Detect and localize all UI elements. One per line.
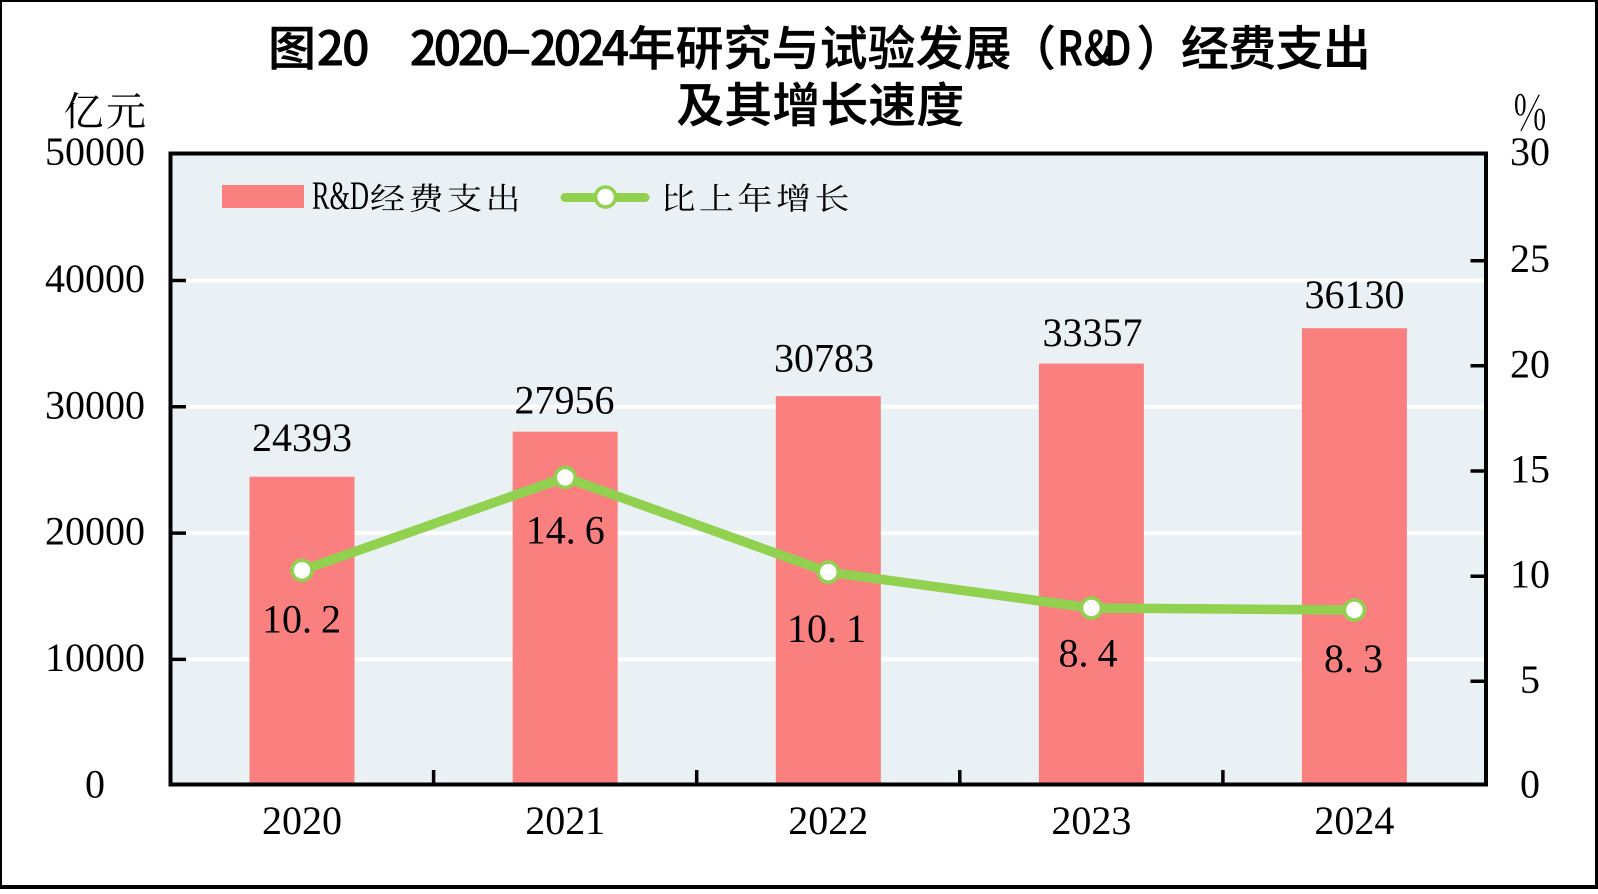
svg-text:8.: 8. — [1324, 636, 1354, 681]
svg-text:R&D: R&D — [312, 173, 369, 218]
svg-text:15: 15 — [1510, 447, 1550, 492]
svg-text:6: 6 — [585, 508, 605, 553]
svg-text:2021: 2021 — [525, 798, 605, 843]
svg-text:8.: 8. — [1059, 631, 1089, 676]
svg-text:24393: 24393 — [252, 415, 352, 460]
svg-text:2020: 2020 — [262, 798, 342, 843]
svg-text:36130: 36130 — [1305, 272, 1405, 317]
svg-text:4: 4 — [1098, 631, 1118, 676]
svg-text:1: 1 — [846, 606, 866, 651]
svg-text:30783: 30783 — [774, 336, 874, 381]
svg-text:10.: 10. — [262, 597, 312, 642]
svg-text:5: 5 — [1520, 657, 1540, 702]
svg-text:2023: 2023 — [1051, 798, 1131, 843]
svg-text:30000: 30000 — [45, 382, 145, 427]
svg-text:33357: 33357 — [1043, 310, 1143, 355]
svg-text:27956: 27956 — [515, 378, 615, 423]
svg-text:0: 0 — [1520, 762, 1540, 807]
svg-text:0: 0 — [85, 762, 105, 807]
svg-text:25: 25 — [1510, 236, 1550, 281]
svg-text:2024: 2024 — [1314, 798, 1394, 843]
svg-text:10000: 10000 — [45, 635, 145, 680]
svg-text:2022: 2022 — [788, 798, 868, 843]
svg-text:10.: 10. — [787, 606, 837, 651]
svg-text:14.: 14. — [526, 508, 576, 553]
svg-text:40000: 40000 — [45, 256, 145, 301]
svg-text:3: 3 — [1363, 636, 1383, 681]
svg-text:2: 2 — [321, 597, 341, 642]
svg-text:50000: 50000 — [45, 129, 145, 174]
svg-text:20: 20 — [1510, 341, 1550, 386]
svg-text:20000: 20000 — [45, 509, 145, 554]
svg-text:10: 10 — [1510, 552, 1550, 597]
svg-text:30: 30 — [1510, 129, 1550, 174]
